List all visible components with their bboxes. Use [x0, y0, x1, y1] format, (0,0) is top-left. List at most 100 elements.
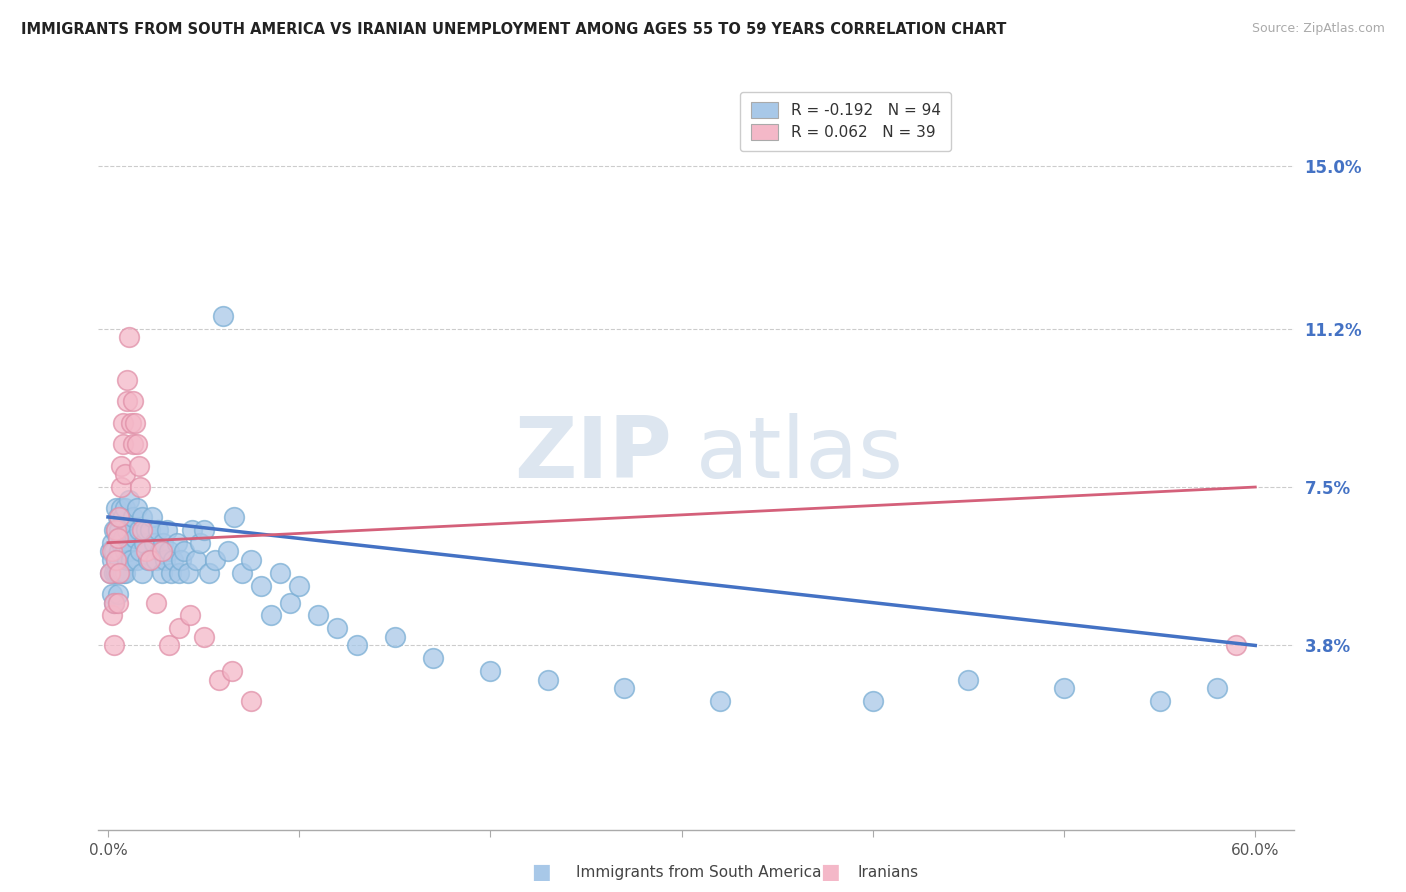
- Point: [157, 544, 180, 558]
- Point: [104, 553, 127, 567]
- Legend: R = -0.192   N = 94, R = 0.062   N = 39: R = -0.192 N = 94, R = 0.062 N = 39: [740, 92, 952, 151]
- Point: [121, 510, 143, 524]
- Point: [98, 544, 121, 558]
- Point: [221, 664, 243, 678]
- Point: [208, 673, 231, 687]
- Point: [107, 532, 129, 546]
- Point: [169, 553, 191, 567]
- Point: [108, 523, 131, 537]
- Point: [135, 523, 157, 537]
- Point: [537, 673, 560, 687]
- Point: [181, 523, 204, 537]
- Point: [125, 501, 148, 516]
- Point: [204, 553, 226, 567]
- Point: [152, 535, 174, 549]
- Point: [134, 535, 156, 549]
- Point: [224, 510, 246, 524]
- Point: [155, 553, 177, 567]
- Point: [278, 596, 301, 610]
- Point: [162, 553, 184, 567]
- Point: [184, 553, 207, 567]
- Point: [307, 608, 329, 623]
- Point: [101, 535, 124, 549]
- Text: ■: ■: [820, 863, 839, 882]
- Point: [103, 596, 125, 610]
- Point: [108, 544, 131, 558]
- Point: [326, 621, 349, 635]
- Point: [128, 523, 150, 537]
- Point: [103, 544, 125, 558]
- Point: [124, 416, 146, 430]
- Point: [193, 523, 215, 537]
- Point: [231, 566, 253, 580]
- Point: [114, 544, 136, 558]
- Point: [346, 639, 368, 653]
- Point: [118, 330, 141, 344]
- Point: [150, 544, 173, 558]
- Point: [107, 587, 129, 601]
- Point: [1225, 639, 1247, 653]
- Point: [112, 437, 135, 451]
- Point: [103, 639, 125, 653]
- Point: [193, 630, 215, 644]
- Point: [98, 566, 121, 580]
- Point: [115, 373, 138, 387]
- Point: [104, 523, 127, 537]
- Point: [167, 621, 190, 635]
- Point: [115, 394, 138, 409]
- Point: [121, 437, 143, 451]
- Text: atlas: atlas: [696, 413, 904, 497]
- Point: [145, 553, 167, 567]
- Point: [136, 553, 159, 567]
- Point: [862, 694, 884, 708]
- Point: [115, 523, 138, 537]
- Point: [107, 510, 129, 524]
- Point: [114, 501, 136, 516]
- Point: [131, 523, 153, 537]
- Point: [1206, 681, 1229, 696]
- Point: [104, 523, 127, 537]
- Point: [422, 651, 444, 665]
- Text: IMMIGRANTS FROM SOUTH AMERICA VS IRANIAN UNEMPLOYMENT AMONG AGES 55 TO 59 YEARS : IMMIGRANTS FROM SOUTH AMERICA VS IRANIAN…: [21, 22, 1007, 37]
- Point: [120, 553, 142, 567]
- Point: [149, 544, 172, 558]
- Point: [709, 694, 731, 708]
- Point: [129, 544, 152, 558]
- Point: [104, 501, 127, 516]
- Point: [110, 458, 132, 473]
- Point: [141, 510, 163, 524]
- Point: [125, 553, 148, 567]
- Point: [250, 578, 273, 592]
- Point: [110, 566, 132, 580]
- Point: [107, 532, 129, 546]
- Point: [150, 566, 173, 580]
- Point: [1053, 681, 1076, 696]
- Point: [145, 596, 167, 610]
- Point: [167, 566, 190, 580]
- Point: [125, 437, 148, 451]
- Point: [118, 544, 141, 558]
- Point: [107, 596, 129, 610]
- Point: [118, 492, 141, 507]
- Point: [160, 566, 183, 580]
- Point: [173, 544, 195, 558]
- Text: Source: ZipAtlas.com: Source: ZipAtlas.com: [1251, 22, 1385, 36]
- Point: [384, 630, 406, 644]
- Point: [114, 467, 136, 482]
- Point: [114, 566, 136, 580]
- Point: [108, 553, 131, 567]
- Point: [110, 535, 132, 549]
- Point: [240, 553, 263, 567]
- Point: [131, 566, 153, 580]
- Point: [188, 535, 211, 549]
- Point: [112, 566, 135, 580]
- Point: [101, 553, 124, 567]
- Point: [98, 566, 121, 580]
- Point: [198, 566, 221, 580]
- Point: [107, 566, 129, 580]
- Point: [101, 587, 124, 601]
- Point: [112, 532, 135, 546]
- Text: ■: ■: [531, 863, 551, 882]
- Point: [120, 523, 142, 537]
- Point: [121, 394, 143, 409]
